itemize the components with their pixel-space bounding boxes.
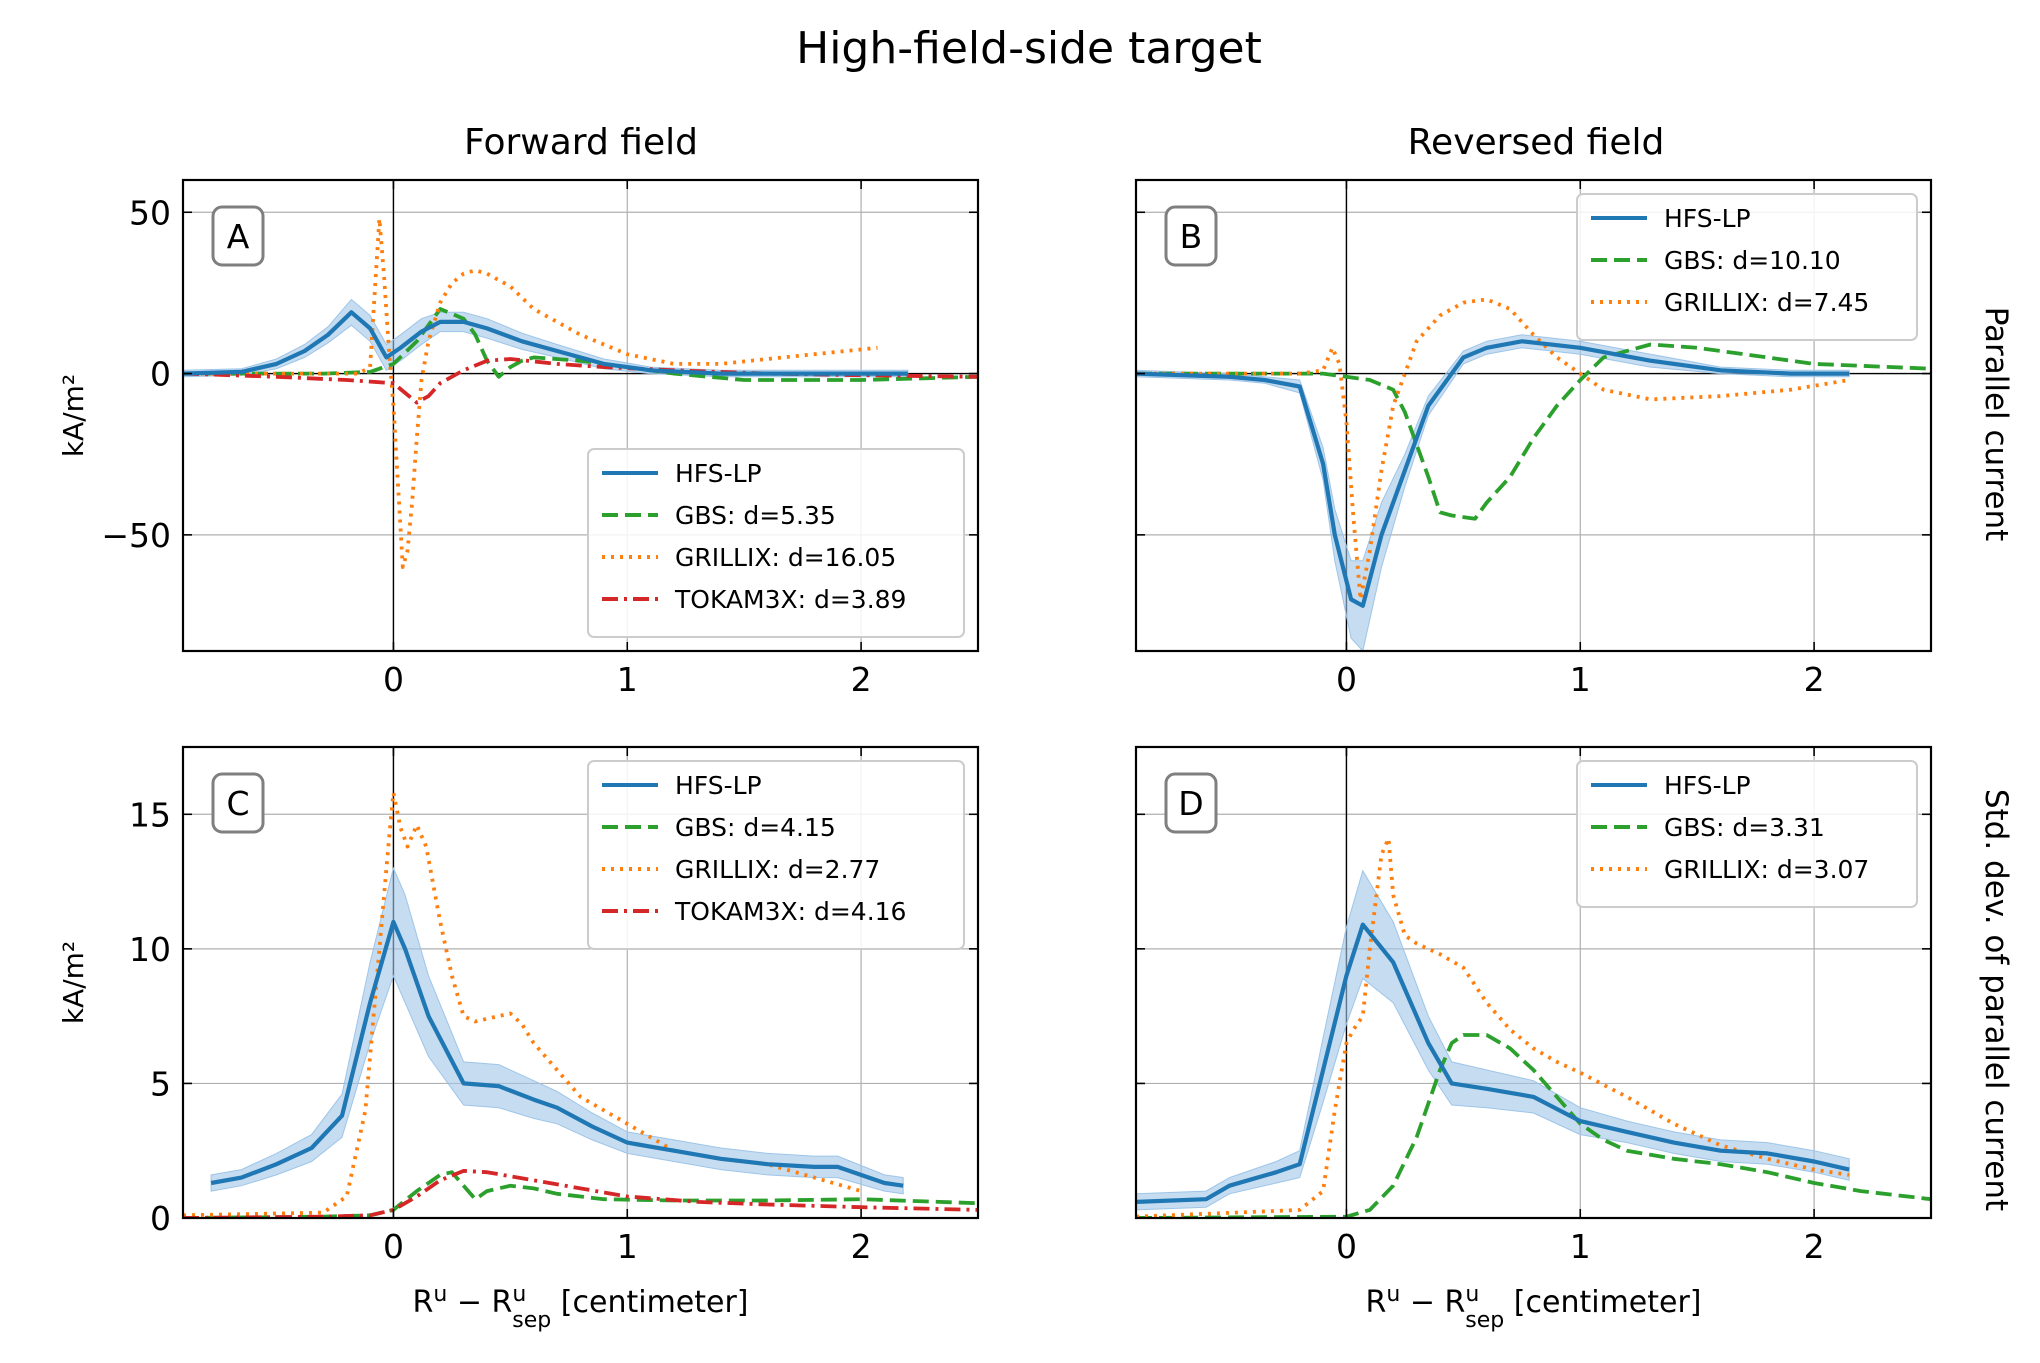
legend: HFS-LP GBS: d=5.35 GRILLIX: d=16.05 TOKAM3X…	[587, 448, 965, 638]
legend-label: HFS-LP	[675, 459, 762, 488]
legend-label: HFS-LP	[675, 771, 762, 800]
panel-label: D	[1178, 784, 1203, 823]
legend-label: HFS-LP	[1664, 771, 1751, 800]
plot-area	[1136, 297, 1931, 651]
panel-C: 0 1 2 0 5 10 15 CkA/m² Ru − Ru sep [centimeter] HF…	[57, 745, 980, 1333]
axes-frame	[1134, 745, 1933, 1220]
x-tick-label: 2	[1804, 660, 1825, 699]
legend-label: HFS-LP	[1664, 204, 1751, 233]
x-tick-label: 0	[383, 1227, 404, 1266]
plot-area	[183, 216, 978, 569]
x-tick-label: 0	[383, 660, 404, 699]
col-title-reversed: Reversed field	[1408, 122, 1665, 163]
x-axis-label: Ru − Ru sep [centimeter]	[412, 1282, 748, 1333]
series-GBS	[1136, 342, 1931, 521]
series-GRILLIX	[183, 790, 862, 1218]
y-tick-label: 10	[129, 930, 171, 969]
panel-label: C	[226, 784, 249, 823]
plot-area	[1136, 836, 1931, 1218]
legend-label: GBS: d=5.35	[675, 501, 836, 530]
panel-D: 0 1 2 D Ru − Ru sep [centimeter] HFS-LP GBS: d=…	[1134, 745, 1933, 1333]
legend-frame	[1576, 193, 1918, 341]
legend-frame	[1576, 760, 1918, 908]
plot-area	[183, 790, 978, 1218]
legend-label: GBS: d=10.10	[1664, 246, 1841, 275]
series-GBS	[1136, 1033, 1931, 1218]
legend-label: GBS: d=3.31	[1664, 813, 1825, 842]
y-tick-label: 15	[129, 795, 171, 834]
band-HFS-LP	[1136, 334, 1850, 651]
x-tick-label: 2	[1804, 1227, 1825, 1266]
row-label-parallel: Parallel current	[1978, 307, 2014, 542]
panel-A: 0 1 2 −50 0 50 AkA/m² HFS-LP GBS: d=5.35 GRILLIX:…	[57, 178, 980, 699]
legend-frame	[587, 760, 965, 950]
legend-label: GRILLIX: d=3.07	[1664, 855, 1869, 884]
legend-label: GRILLIX: d=2.77	[675, 855, 880, 884]
col-title-forward: Forward field	[464, 122, 698, 163]
x-tick-label: 0	[1336, 1227, 1357, 1266]
y-axis-label: kA/m²	[57, 941, 90, 1024]
panel-label: B	[1180, 217, 1203, 256]
band-HFS-LP	[1136, 869, 1850, 1211]
figure-title: High-field-side target	[796, 23, 1262, 74]
legend-frame	[587, 448, 965, 638]
x-tick-label: 1	[1570, 660, 1591, 699]
panel-B: 0 1 2 B HFS-LP GBS: d=10.10 GRILLIX: d=7.45	[1134, 178, 1933, 699]
panel-label-box	[1164, 772, 1218, 834]
x-tick-label: 1	[1570, 1227, 1591, 1266]
legend-label: TOKAM3X: d=4.16	[674, 897, 906, 926]
series-HFS-LP	[1136, 339, 1850, 608]
panel-label-box	[1164, 205, 1218, 267]
y-tick-label: 5	[150, 1064, 171, 1103]
series-HFS-LP	[183, 310, 908, 376]
x-tick-label: 1	[617, 660, 638, 699]
panel-label-box	[211, 772, 265, 834]
y-tick-label: 50	[129, 193, 171, 232]
legend: HFS-LP GBS: d=3.31 GRILLIX: d=3.07	[1576, 760, 1918, 908]
legend-label: TOKAM3X: d=3.89	[674, 585, 906, 614]
series-HFS-LP	[210, 919, 904, 1188]
axes-frame	[1134, 178, 1933, 653]
series-GRILLIX	[1136, 297, 1850, 602]
legend-label: GRILLIX: d=7.45	[1664, 288, 1869, 317]
legend-label: GRILLIX: d=16.05	[675, 543, 896, 572]
x-tick-label: 0	[1336, 660, 1357, 699]
x-axis-label: Ru − Ru sep [centimeter]	[1365, 1282, 1701, 1333]
x-tick-label: 1	[617, 1227, 638, 1266]
panel-label: A	[227, 217, 250, 256]
y-tick-label: 0	[150, 355, 171, 394]
y-tick-label: 0	[150, 1199, 171, 1238]
legend-label: GBS: d=4.15	[675, 813, 836, 842]
x-tick-label: 2	[851, 1227, 872, 1266]
y-axis-label: kA/m²	[57, 374, 90, 457]
axes-frame	[181, 178, 980, 653]
row-label-stddev: Std. dev. of parallel current	[1978, 789, 2014, 1211]
y-tick-label: −50	[101, 516, 171, 555]
legend: HFS-LP GBS: d=10.10 GRILLIX: d=7.45	[1576, 193, 1918, 341]
panel-label-box	[211, 205, 265, 267]
x-tick-label: 2	[851, 660, 872, 699]
band-HFS-LP	[183, 298, 909, 378]
axes-frame	[181, 745, 980, 1220]
series-HFS-LP	[1136, 922, 1850, 1204]
series-GBS	[183, 307, 978, 382]
series-GRILLIX	[183, 216, 878, 569]
series-TOKAM3X	[183, 1169, 978, 1218]
legend: HFS-LP GBS: d=4.15 GRILLIX: d=2.77 TOKAM3X:…	[587, 760, 965, 950]
